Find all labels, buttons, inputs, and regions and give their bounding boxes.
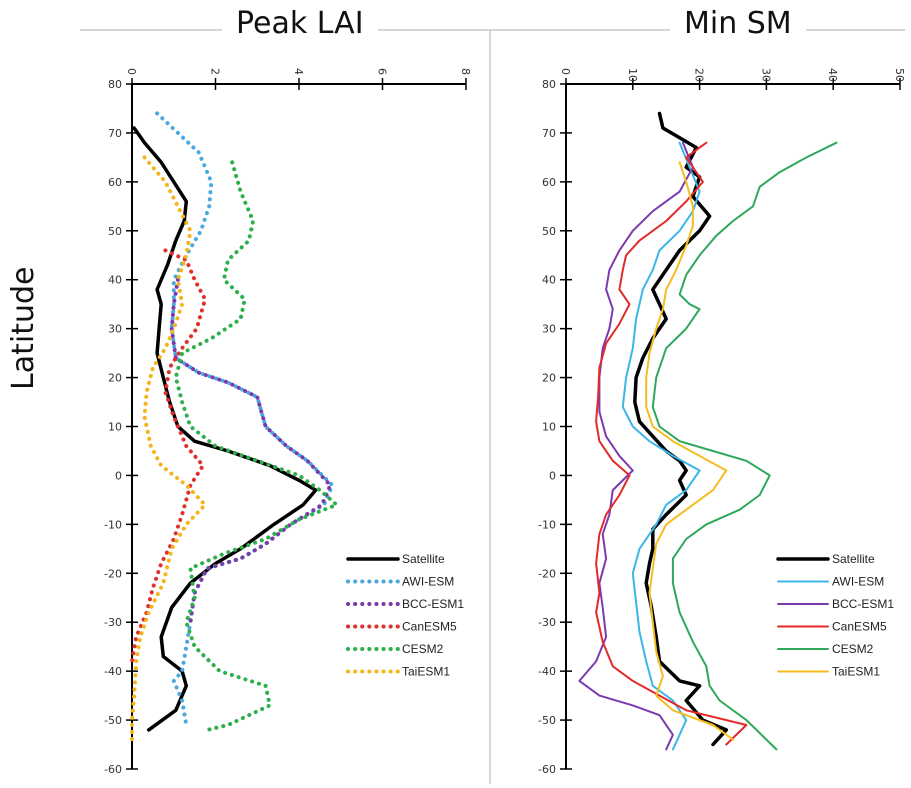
series-line-satellite (132, 126, 318, 732)
x-tick-label: 50 (893, 68, 906, 82)
series-line-canesm5 (130, 248, 208, 664)
y-tick-label: 60 (542, 176, 556, 189)
legend-label: AWI-ESM (402, 575, 454, 589)
legend-label: CESM2 (402, 642, 444, 656)
x-tick-label: 8 (459, 68, 472, 75)
series-line-awi-esm (621, 141, 701, 751)
y-tick-label: -30 (538, 616, 556, 629)
series-line-cesm2 (651, 141, 838, 751)
panel-title-peak-lai: Peak LAI (222, 6, 378, 41)
legend-label: AWI-ESM (832, 575, 884, 589)
legend: Satellite AWI-ESM BCC-ESM1 CanESM5 CESM2 TaiE… (346, 552, 464, 679)
y-tick-label: 10 (108, 421, 122, 434)
series-line-bcc-esm1 (578, 141, 694, 751)
panel-min-sm: 80 70 60 50 40 30 20 10 0 -10 -20 -30 -40 -50 -60 0 10 20… (538, 68, 906, 776)
x-tick-label: 30 (759, 68, 772, 82)
legend-label: Satellite (832, 552, 875, 566)
y-tick-label: 0 (549, 469, 556, 482)
y-tick-label: 80 (108, 78, 122, 91)
x-tick-label: 20 (693, 68, 706, 82)
y-tick-label: 20 (108, 372, 122, 385)
legend-label: CanESM5 (402, 620, 457, 634)
y-tick-label: 40 (108, 274, 122, 287)
y-tick-label: -20 (104, 567, 122, 580)
series-line-taiesm1 (645, 161, 734, 741)
y-tick-label: -40 (538, 665, 556, 678)
legend-label: BCC-ESM1 (402, 597, 464, 611)
series-line-canesm5 (595, 141, 748, 746)
y-tick-label: -60 (538, 763, 556, 776)
series-line-awi-esm (155, 111, 335, 727)
y-tick-label: 70 (108, 127, 122, 140)
y-tick-label: -20 (538, 567, 556, 580)
panel-title-min-sm: Min SM (670, 6, 806, 41)
y-tick-label: -40 (104, 665, 122, 678)
legend-label: TaiESM1 (832, 665, 880, 679)
series-line-taiesm1 (130, 155, 208, 747)
legend-label: BCC-ESM1 (832, 597, 894, 611)
y-tick-label: 30 (542, 323, 556, 336)
y-tick-label: 50 (108, 225, 122, 238)
series-line-cesm2 (173, 160, 339, 732)
y-tick-label: -10 (104, 518, 122, 531)
y-tick-label: -50 (538, 714, 556, 727)
legend-label: CanESM5 (832, 620, 887, 634)
x-tick-label: 10 (626, 68, 639, 82)
y-tick-label: 80 (542, 78, 556, 91)
legend-label: TaiESM1 (402, 665, 450, 679)
x-tick-label: 0 (125, 68, 138, 75)
series-line-satellite (633, 111, 729, 747)
legend-label: Satellite (402, 552, 445, 566)
y-tick-label: 50 (542, 225, 556, 238)
x-tick-label: 4 (292, 68, 305, 75)
panel-peak-lai: 80 70 60 50 40 30 20 10 0 -10 -20 -30 -40 -50 -60 0 2 4 6 8… (104, 68, 472, 776)
y-tick-label: 30 (108, 323, 122, 336)
y-axis-label: Latitude (6, 266, 41, 390)
x-tick-label: 0 (559, 68, 572, 75)
y-tick-label: -50 (104, 714, 122, 727)
x-tick-label: 40 (826, 68, 839, 82)
y-tick-label: -60 (104, 763, 122, 776)
legend: Satellite AWI-ESM BCC-ESM1 CanESM5 CESM2 TaiE… (776, 552, 894, 679)
x-tick-label: 6 (376, 68, 389, 75)
y-tick-label: 40 (542, 274, 556, 287)
y-tick-label: 60 (108, 176, 122, 189)
y-tick-label: 10 (542, 421, 556, 434)
y-tick-label: -10 (538, 518, 556, 531)
x-tick-label: 2 (209, 68, 222, 75)
y-tick-label: 70 (542, 127, 556, 140)
legend-label: CESM2 (832, 642, 874, 656)
y-tick-label: -30 (104, 616, 122, 629)
y-tick-label: 0 (115, 469, 122, 482)
y-tick-label: 20 (542, 372, 556, 385)
